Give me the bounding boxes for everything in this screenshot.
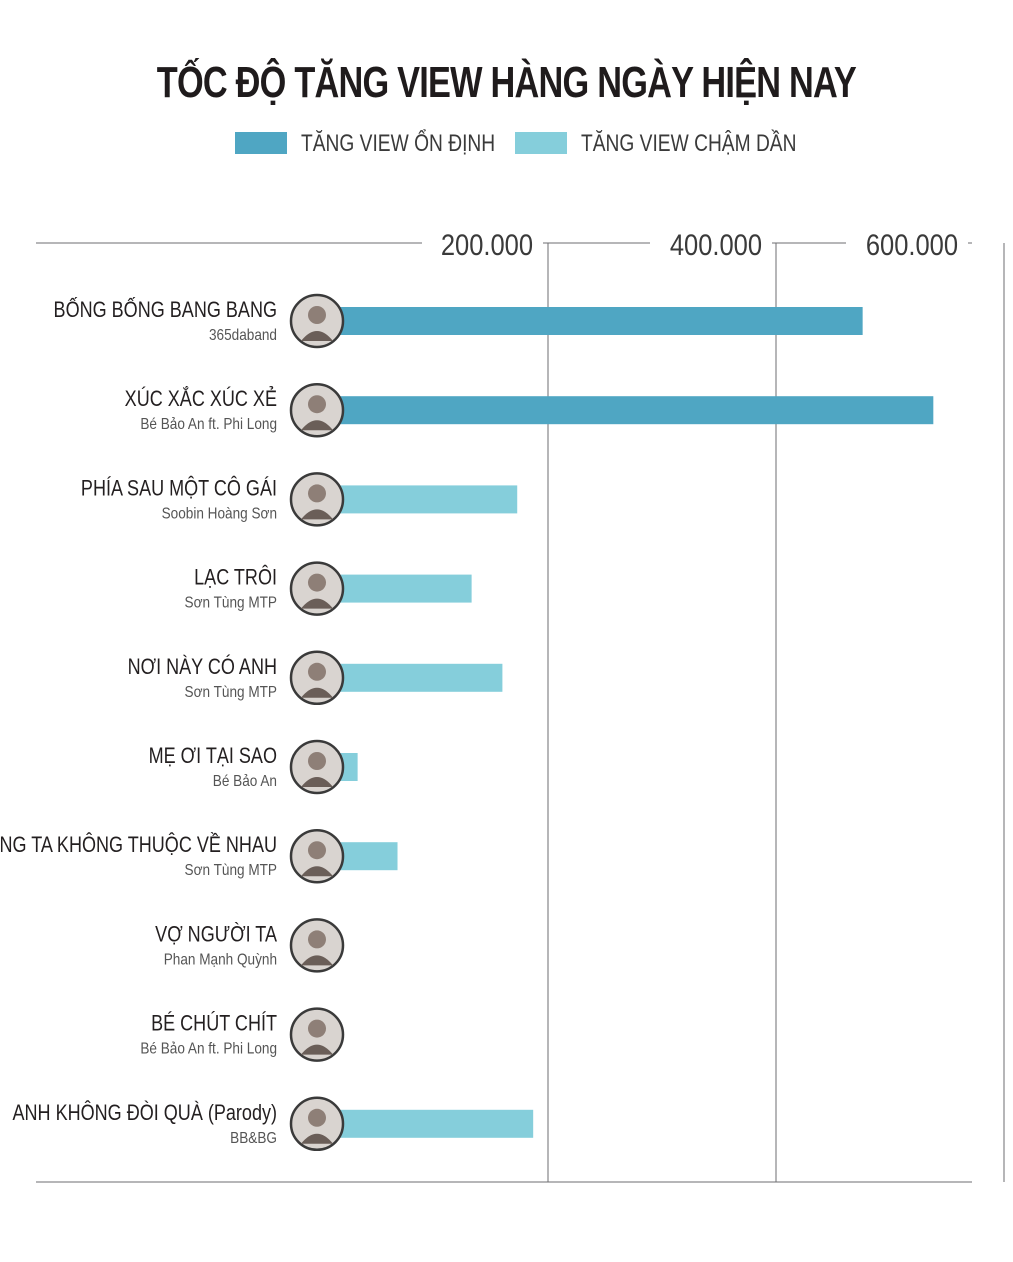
bar	[320, 485, 518, 514]
bar	[320, 307, 863, 335]
avatar-head-shape	[308, 841, 326, 860]
avatar-head-shape	[308, 1019, 326, 1038]
song-title-label: CHÚNG TA KHÔNG THUỘC VỀ NHAU	[0, 833, 277, 858]
song-title-label: NƠI NÀY CÓ ANH	[128, 654, 277, 679]
avatar-body-shape	[301, 509, 333, 520]
bar	[320, 396, 934, 425]
avatar-head-shape	[308, 662, 326, 681]
song-title-label: MẸ ƠI TẠI SAO	[149, 744, 277, 768]
artist-label: Sơn Tùng MTP	[185, 595, 278, 612]
artist-label: Sơn Tùng MTP	[185, 862, 278, 879]
legend-label-slowing: TĂNG VIEW CHẬM DẦN	[581, 130, 797, 157]
song-title-label: PHÍA SAU MỘT CÔ GÁI	[81, 476, 277, 501]
avatar-head-shape	[308, 1108, 326, 1127]
avatar-body-shape	[301, 777, 333, 787]
avatar-body-shape	[301, 420, 333, 431]
artist-label: Bé Bảo An ft. Phi Long	[140, 416, 277, 433]
song-title-label: BÉ CHÚT CHÍT	[151, 1011, 277, 1036]
tick-label: 200.000	[441, 228, 533, 261]
tick-label: 600.000	[866, 228, 958, 261]
avatar-body-shape	[301, 687, 333, 698]
artist-label: 365daband	[209, 327, 277, 344]
bar	[320, 1109, 534, 1138]
artist-label: BB&BG	[230, 1130, 277, 1147]
song-title-label: XÚC XẮC XÚC XẺ	[125, 385, 277, 411]
chart-title: TỐC ĐỘ TĂNG VIEW HÀNG NGÀY HIỆN NAY	[156, 58, 857, 107]
legend-swatch-stable	[235, 132, 287, 154]
avatar-body-shape	[301, 955, 333, 966]
avatar-body-shape	[301, 1044, 333, 1055]
legend-label-stable: TĂNG VIEW ỔN ĐỊNH	[301, 130, 496, 157]
song-title-label: ANH KHÔNG ĐÒI QUÀ (Parody)	[12, 1100, 277, 1125]
avatar-body-shape	[301, 866, 333, 877]
bar	[320, 574, 472, 603]
song-title-label: LẠC TRÔI	[194, 565, 277, 590]
avatar-head-shape	[308, 752, 326, 770]
artist-label: Phan Mạnh Quỳnh	[164, 951, 277, 968]
avatar-body-shape	[301, 598, 333, 609]
artist-label: Sơn Tùng MTP	[185, 684, 278, 701]
legend-swatch-slowing	[515, 132, 567, 154]
bar	[320, 663, 503, 692]
avatar-head-shape	[308, 930, 326, 949]
artist-label: Bé Bảo An ft. Phi Long	[140, 1041, 277, 1058]
avatar-head-shape	[308, 573, 326, 592]
tick-label: 400.000	[670, 228, 762, 261]
avatar-body-shape	[301, 331, 333, 341]
artist-label: Bé Bảo An	[213, 773, 277, 790]
avatar-head-shape	[308, 395, 326, 414]
song-title-label: VỢ NGƯỜI TA	[155, 922, 277, 947]
avatar-body-shape	[301, 1133, 333, 1144]
artist-label: Soobin Hoàng Sơn	[162, 505, 277, 522]
avatar-head-shape	[308, 484, 326, 503]
song-title-label: BỐNG BỐNG BANG BANG	[54, 296, 277, 322]
avatar-head-shape	[308, 306, 326, 324]
